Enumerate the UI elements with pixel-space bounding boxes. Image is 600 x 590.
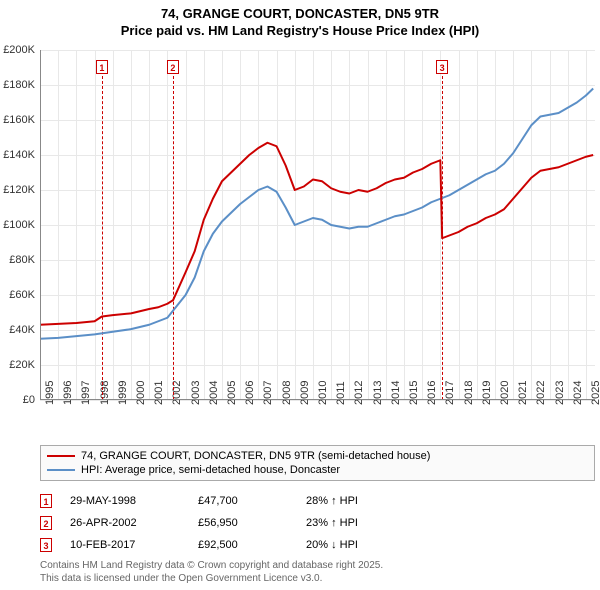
attribution-line2: This data is licensed under the Open Gov… (40, 573, 383, 586)
y-tick-label: £0 (23, 394, 35, 406)
sale-row-date: 26-APR-2002 (70, 517, 180, 529)
y-tick-label: £200K (3, 44, 35, 56)
y-tick-label: £120K (3, 184, 35, 196)
attribution: Contains HM Land Registry data © Crown c… (40, 560, 383, 585)
sale-row-price: £47,700 (198, 495, 288, 507)
title-line2: Price paid vs. HM Land Registry's House … (0, 23, 600, 40)
legend-swatch-hpi (47, 469, 75, 471)
legend-row-price: 74, GRANGE COURT, DONCASTER, DN5 9TR (se… (47, 449, 588, 463)
legend-row-hpi: HPI: Average price, semi-detached house,… (47, 463, 588, 477)
sale-row: 3 10-FEB-2017 £92,500 20% ↓ HPI (40, 534, 406, 556)
legend-box: 74, GRANGE COURT, DONCASTER, DN5 9TR (se… (40, 445, 595, 481)
sale-row-marker: 1 (40, 494, 52, 508)
sale-row: 1 29-MAY-1998 £47,700 28% ↑ HPI (40, 490, 406, 512)
y-tick-label: £180K (3, 79, 35, 91)
y-tick-label: £140K (3, 149, 35, 161)
y-tick-label: £80K (9, 254, 35, 266)
legend-label-hpi: HPI: Average price, semi-detached house,… (81, 464, 340, 476)
plot-border (40, 50, 595, 400)
y-tick-label: £100K (3, 219, 35, 231)
legend-swatch-price (47, 455, 75, 457)
y-tick-label: £60K (9, 289, 35, 301)
y-tick-label: £160K (3, 114, 35, 126)
sale-row-marker: 2 (40, 516, 52, 530)
sale-row-price: £56,950 (198, 517, 288, 529)
y-tick-label: £20K (9, 359, 35, 371)
sale-row-hpi: 28% ↑ HPI (306, 495, 406, 507)
legend-label-price: 74, GRANGE COURT, DONCASTER, DN5 9TR (se… (81, 450, 430, 462)
sale-table: 1 29-MAY-1998 £47,700 28% ↑ HPI 2 26-APR-2002… (40, 490, 406, 556)
sale-row: 2 26-APR-2002 £56,950 23% ↑ HPI (40, 512, 406, 534)
chart-title-block: 74, GRANGE COURT, DONCASTER, DN5 9TR Pri… (0, 0, 600, 40)
sale-row-date: 29-MAY-1998 (70, 495, 180, 507)
sale-row-hpi: 20% ↓ HPI (306, 539, 406, 551)
sale-row-hpi: 23% ↑ HPI (306, 517, 406, 529)
sale-row-price: £92,500 (198, 539, 288, 551)
sale-row-marker: 3 (40, 538, 52, 552)
attribution-line1: Contains HM Land Registry data © Crown c… (40, 560, 383, 573)
y-tick-label: £40K (9, 324, 35, 336)
chart-area: £0£20K£40K£60K£80K£100K£120K£140K£160K£1… (40, 50, 595, 400)
title-line1: 74, GRANGE COURT, DONCASTER, DN5 9TR (0, 6, 600, 23)
sale-row-date: 10-FEB-2017 (70, 539, 180, 551)
